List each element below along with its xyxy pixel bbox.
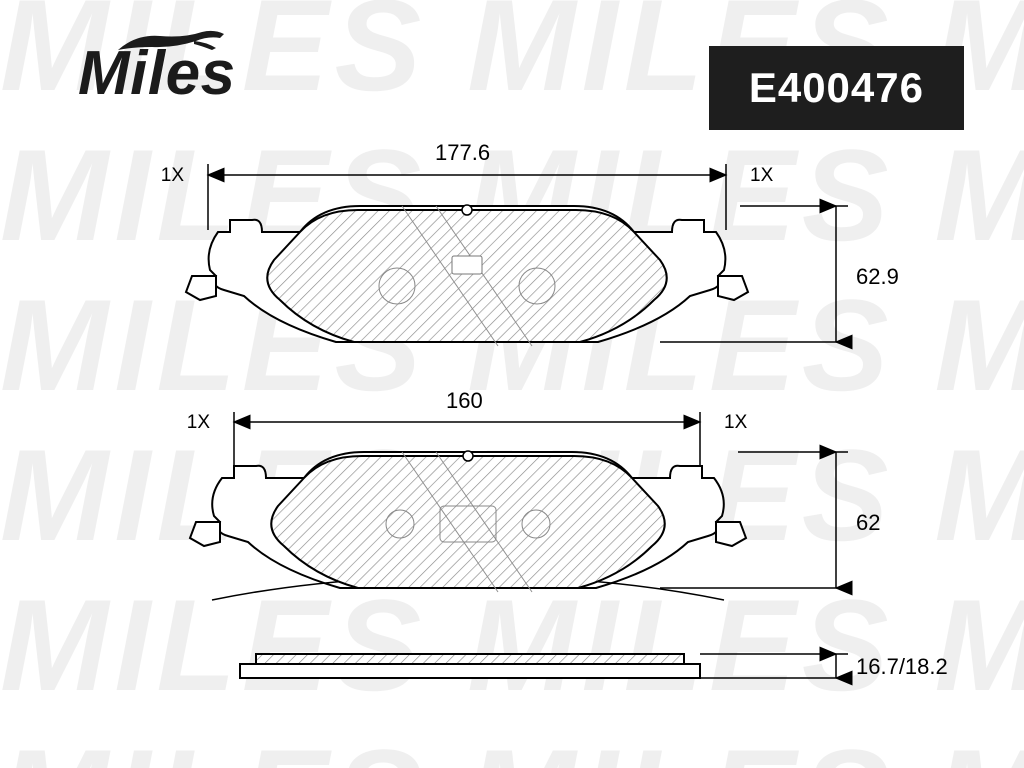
brake-pad-top: 177.6 1X 1X 62.9 (161, 140, 899, 346)
dim-top-width: 177.6 (435, 140, 490, 165)
qty-bottom-right: 1X (724, 412, 748, 433)
qty-top-right: 1X (750, 165, 774, 186)
dim-bottom-height: 62 (856, 510, 880, 535)
dim-thickness: 16.7/18.2 (856, 654, 948, 679)
thickness-profile: 16.7/18.2 (240, 654, 948, 679)
dim-top-height: 62.9 (856, 264, 899, 289)
dim-bottom-width: 160 (446, 388, 483, 413)
technical-diagram: 177.6 1X 1X 62.9 160 1X 1X (0, 0, 1024, 768)
qty-top-left: 1X (161, 165, 185, 186)
qty-bottom-left: 1X (187, 412, 211, 433)
brake-pad-bottom: 160 1X 1X 62 (187, 388, 881, 600)
